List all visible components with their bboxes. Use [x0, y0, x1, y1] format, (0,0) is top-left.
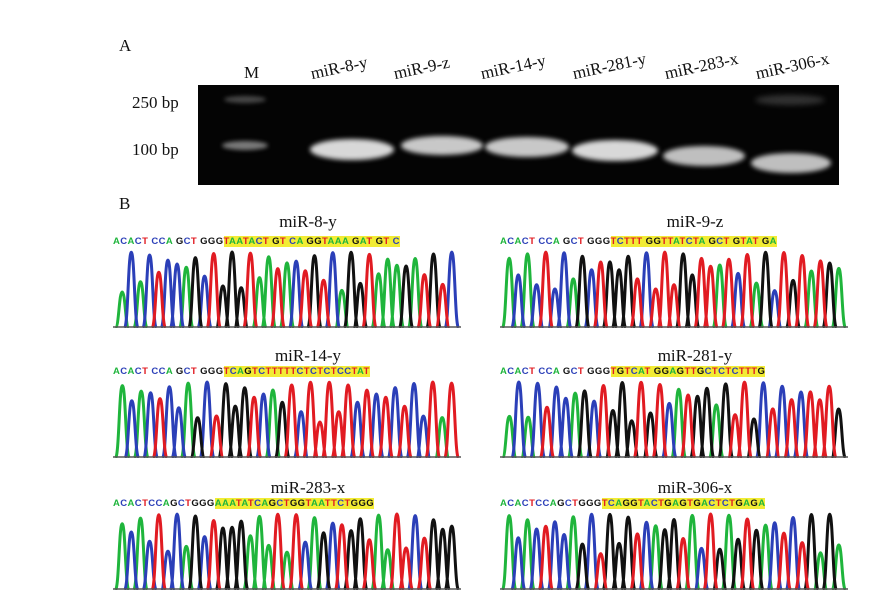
trace-line-G	[187, 250, 442, 328]
trace-line-C	[122, 512, 424, 590]
sequence-mirna-highlight: TCTTT GGTTATCTA GCT GTAT GA	[610, 236, 777, 247]
sequence-mir-306-x: ACACTCCAGCTGGGTCAGGTACTGAGTGACTCTGAGA	[500, 498, 766, 509]
gel-image	[198, 85, 839, 185]
trace-line-C	[123, 380, 432, 458]
trace-line-C	[510, 380, 810, 458]
sequence-primer: ACACT CCA GCT GGG	[113, 366, 224, 377]
chromatogram-mir-306-x	[500, 512, 848, 590]
sequence-mirna-highlight: TGTCAT GGAGTTGCTCTCTTTG	[610, 366, 766, 377]
lane-label-mir-14-y: miR-14-y	[478, 50, 548, 84]
sequence-mirna-highlight: AAATATCAGCTGGTAATTCTGGG	[214, 498, 375, 509]
panel-b-letter: B	[119, 194, 131, 213]
sequence-mirna-highlight: TAATACT GT CA GGTAAA GAT GT C	[223, 236, 400, 247]
marker-band-250	[224, 96, 266, 103]
sequence-primer: ACACT CCA GCT GGG	[500, 366, 611, 377]
lane-label-mir-306-x: miR-306-x	[753, 48, 831, 84]
trace-line-G	[574, 512, 839, 590]
lane-label-mir-9-z: miR-9-z	[391, 52, 452, 84]
trace-line-G	[574, 250, 839, 328]
trace-line-T	[537, 250, 829, 328]
trace-title-mir-14-y: miR-14-y	[274, 346, 342, 365]
trace-line-G	[187, 514, 461, 590]
trace-line-A	[500, 252, 848, 328]
chromatogram-mir-281-y	[500, 380, 848, 458]
band-mir-9-z	[401, 136, 483, 155]
lane-label-marker: M	[244, 63, 260, 82]
sequence-mir-9-z: ACACT CCA GCT GGGTCTTT GGTTATCTA GCT GTA…	[500, 236, 777, 247]
sequence-primer: ACACT CCA GCT GGG	[500, 236, 611, 247]
size-label-100bp: 100 bp	[132, 140, 179, 159]
chromatogram-mir-283-x	[113, 512, 461, 590]
chromatogram-mir-9-z	[500, 250, 848, 328]
trace-title-mir-281-y: miR-281-y	[657, 346, 733, 365]
sequence-mirna-highlight: TCAGGTACTGAGTGACTCTGAGA	[601, 498, 766, 509]
trace-title-mir-306-x: miR-306-x	[657, 478, 733, 497]
trace-line-C	[509, 251, 784, 328]
trace-line-A	[500, 387, 725, 458]
lane-label-mir-281-y: miR-281-y	[570, 48, 648, 84]
band-mir-306-x	[751, 153, 831, 173]
chromatogram-mir-14-y	[113, 380, 461, 458]
trace-line-A	[113, 255, 424, 328]
sequence-primer: ACACT CCA GCT GGG	[113, 236, 224, 247]
band-mir-281-y	[572, 140, 658, 161]
sequence-mir-14-y: ACACT CCA GCT GGGTCAGTCTTTTTCTCTCTCCTAT	[113, 366, 370, 377]
panel-a-letter: A	[119, 36, 132, 55]
sequence-primer: ACACTCCAGCTGGG	[113, 498, 215, 509]
lane-label-mir-283-x: miR-283-x	[662, 48, 740, 84]
lane-label-mir-8-y: miR-8-y	[308, 52, 370, 84]
trace-line-T	[150, 512, 433, 590]
band-mir-14-y	[485, 137, 569, 157]
trace-line-G	[189, 382, 291, 458]
sequence-primer: ACACTCCAGCTGGG	[500, 498, 602, 509]
band-mir-283-x	[663, 146, 745, 166]
trace-line-T	[150, 251, 452, 328]
band-mir-306-x-upper	[755, 95, 825, 105]
marker-band-100	[222, 141, 268, 150]
trace-line-A	[113, 513, 397, 590]
trace-line-A	[500, 513, 848, 590]
sequence-mir-283-x: ACACTCCAGCTGGGAAATATCAGCTGGTAATTCTGGG	[113, 498, 375, 509]
trace-title-mir-283-x: miR-283-x	[270, 478, 346, 497]
sequence-mirna-highlight: TCAGTCTTTTTCTCTCTCCTAT	[223, 366, 370, 377]
trace-title-mir-9-z: miR-9-z	[666, 212, 724, 231]
trace-line-C	[509, 512, 802, 590]
trace-line-T	[538, 380, 838, 458]
trace-line-T	[537, 512, 811, 590]
trace-line-C	[122, 250, 461, 328]
trace-line-T	[151, 380, 461, 458]
trace-line-A	[113, 381, 451, 458]
trace-title-mir-8-y: miR-8-y	[279, 212, 337, 231]
band-mir-8-y	[310, 139, 394, 160]
sequence-mir-281-y: ACACT CCA GCT GGGTGTCAT GGAGTTGCTCTCTTTG	[500, 366, 766, 377]
chromatogram-mir-8-y	[113, 250, 461, 328]
sequence-mir-8-y: ACACT CCA GCT GGGTAATACT GT CA GGTAAA GA…	[113, 236, 400, 247]
trace-line-G	[576, 380, 848, 458]
size-label-250bp: 250 bp	[132, 93, 179, 112]
